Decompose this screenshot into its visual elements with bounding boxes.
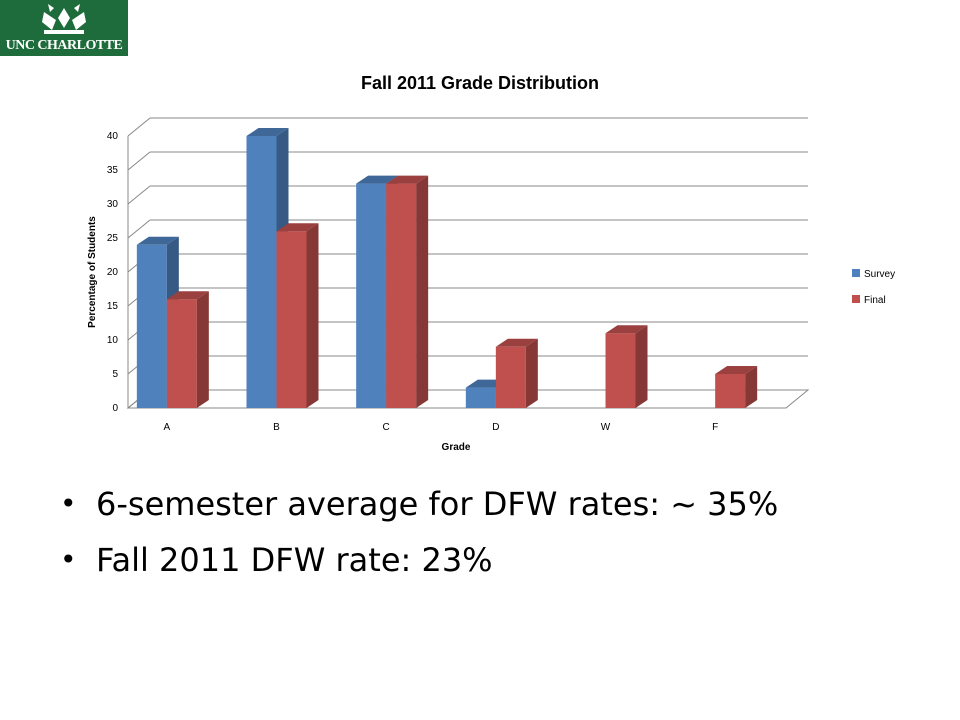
bullet-text: 6-semester average for DFW rates: ~ 35% (96, 485, 779, 523)
bar-top (495, 338, 538, 347)
bar-side (196, 291, 209, 408)
bullet-item: • Fall 2011 DFW rate: 23% (60, 540, 940, 580)
bar-side (306, 223, 319, 408)
bar-final-w (605, 333, 636, 408)
legend-swatch-survey (852, 269, 860, 277)
bar-final-f (715, 374, 746, 408)
gridline-diagonal (127, 219, 151, 239)
x-tick-label: A (163, 422, 170, 433)
bar-top (136, 236, 179, 245)
bar-side (745, 366, 758, 408)
x-tick-label: B (273, 422, 280, 433)
bullet-list: • 6-semester average for DFW rates: ~ 35%… (60, 484, 940, 596)
bar-side (635, 325, 648, 408)
y-tick-label: 40 (107, 131, 119, 142)
y-axis-label: Percentage of Students (87, 216, 98, 328)
y-tick-label: 0 (112, 403, 118, 414)
bar-top (386, 175, 429, 184)
bar-survey-a (136, 244, 167, 408)
x-axis-label: Grade (442, 442, 471, 453)
bar-survey-b (246, 136, 277, 408)
crown-leaf-icon (42, 4, 86, 34)
bar-survey-c (356, 183, 387, 408)
bar-top (605, 325, 648, 334)
x-tick-label: C (383, 422, 390, 433)
bar-top (276, 223, 319, 232)
chart-legend: Survey Final (852, 269, 895, 306)
bar-survey-d (465, 387, 496, 408)
bar-side (525, 338, 538, 408)
bar-final-b (276, 231, 307, 408)
y-tick-label: 25 (107, 233, 119, 244)
bar-top (356, 175, 399, 184)
chart-title: Fall 2011 Grade Distribution (361, 73, 599, 93)
bar-top (246, 128, 289, 136)
bar-final-c (386, 183, 417, 408)
bullet-text: Fall 2011 DFW rate: 23% (96, 541, 493, 579)
gridline-diagonal (127, 117, 151, 137)
y-tick-label: 20 (107, 267, 119, 278)
bullet-icon: • (60, 487, 77, 520)
gridline-diagonal (127, 151, 151, 171)
bar-final-d (495, 346, 526, 408)
x-tick-label: D (492, 422, 499, 433)
bullet-item: • 6-semester average for DFW rates: ~ 35% (60, 484, 940, 524)
legend-swatch-final (852, 295, 860, 303)
bar-final-a (166, 299, 197, 408)
y-tick-label: 30 (107, 199, 119, 210)
x-tick-label: W (601, 422, 611, 433)
gridline-diagonal (127, 185, 151, 205)
bullet-icon: • (60, 543, 77, 576)
y-tick-label: 35 (107, 165, 119, 176)
y-tick-label: 10 (107, 335, 119, 346)
legend-label-final: Final (864, 295, 886, 306)
x-tick-label: F (712, 422, 718, 433)
y-tick-label: 15 (107, 301, 119, 312)
y-tick-label: 5 (112, 369, 118, 380)
bar-top (715, 366, 758, 374)
logo-text: UNC CHARLOTTE (5, 38, 123, 53)
grade-distribution-chart: Fall 2011 Grade Distribution Percentage … (87, 73, 895, 453)
bar-top (166, 291, 209, 300)
unc-charlotte-logo: UNC CHARLOTTE (0, 0, 128, 56)
bar-side (416, 175, 429, 408)
legend-label-survey: Survey (864, 269, 895, 280)
